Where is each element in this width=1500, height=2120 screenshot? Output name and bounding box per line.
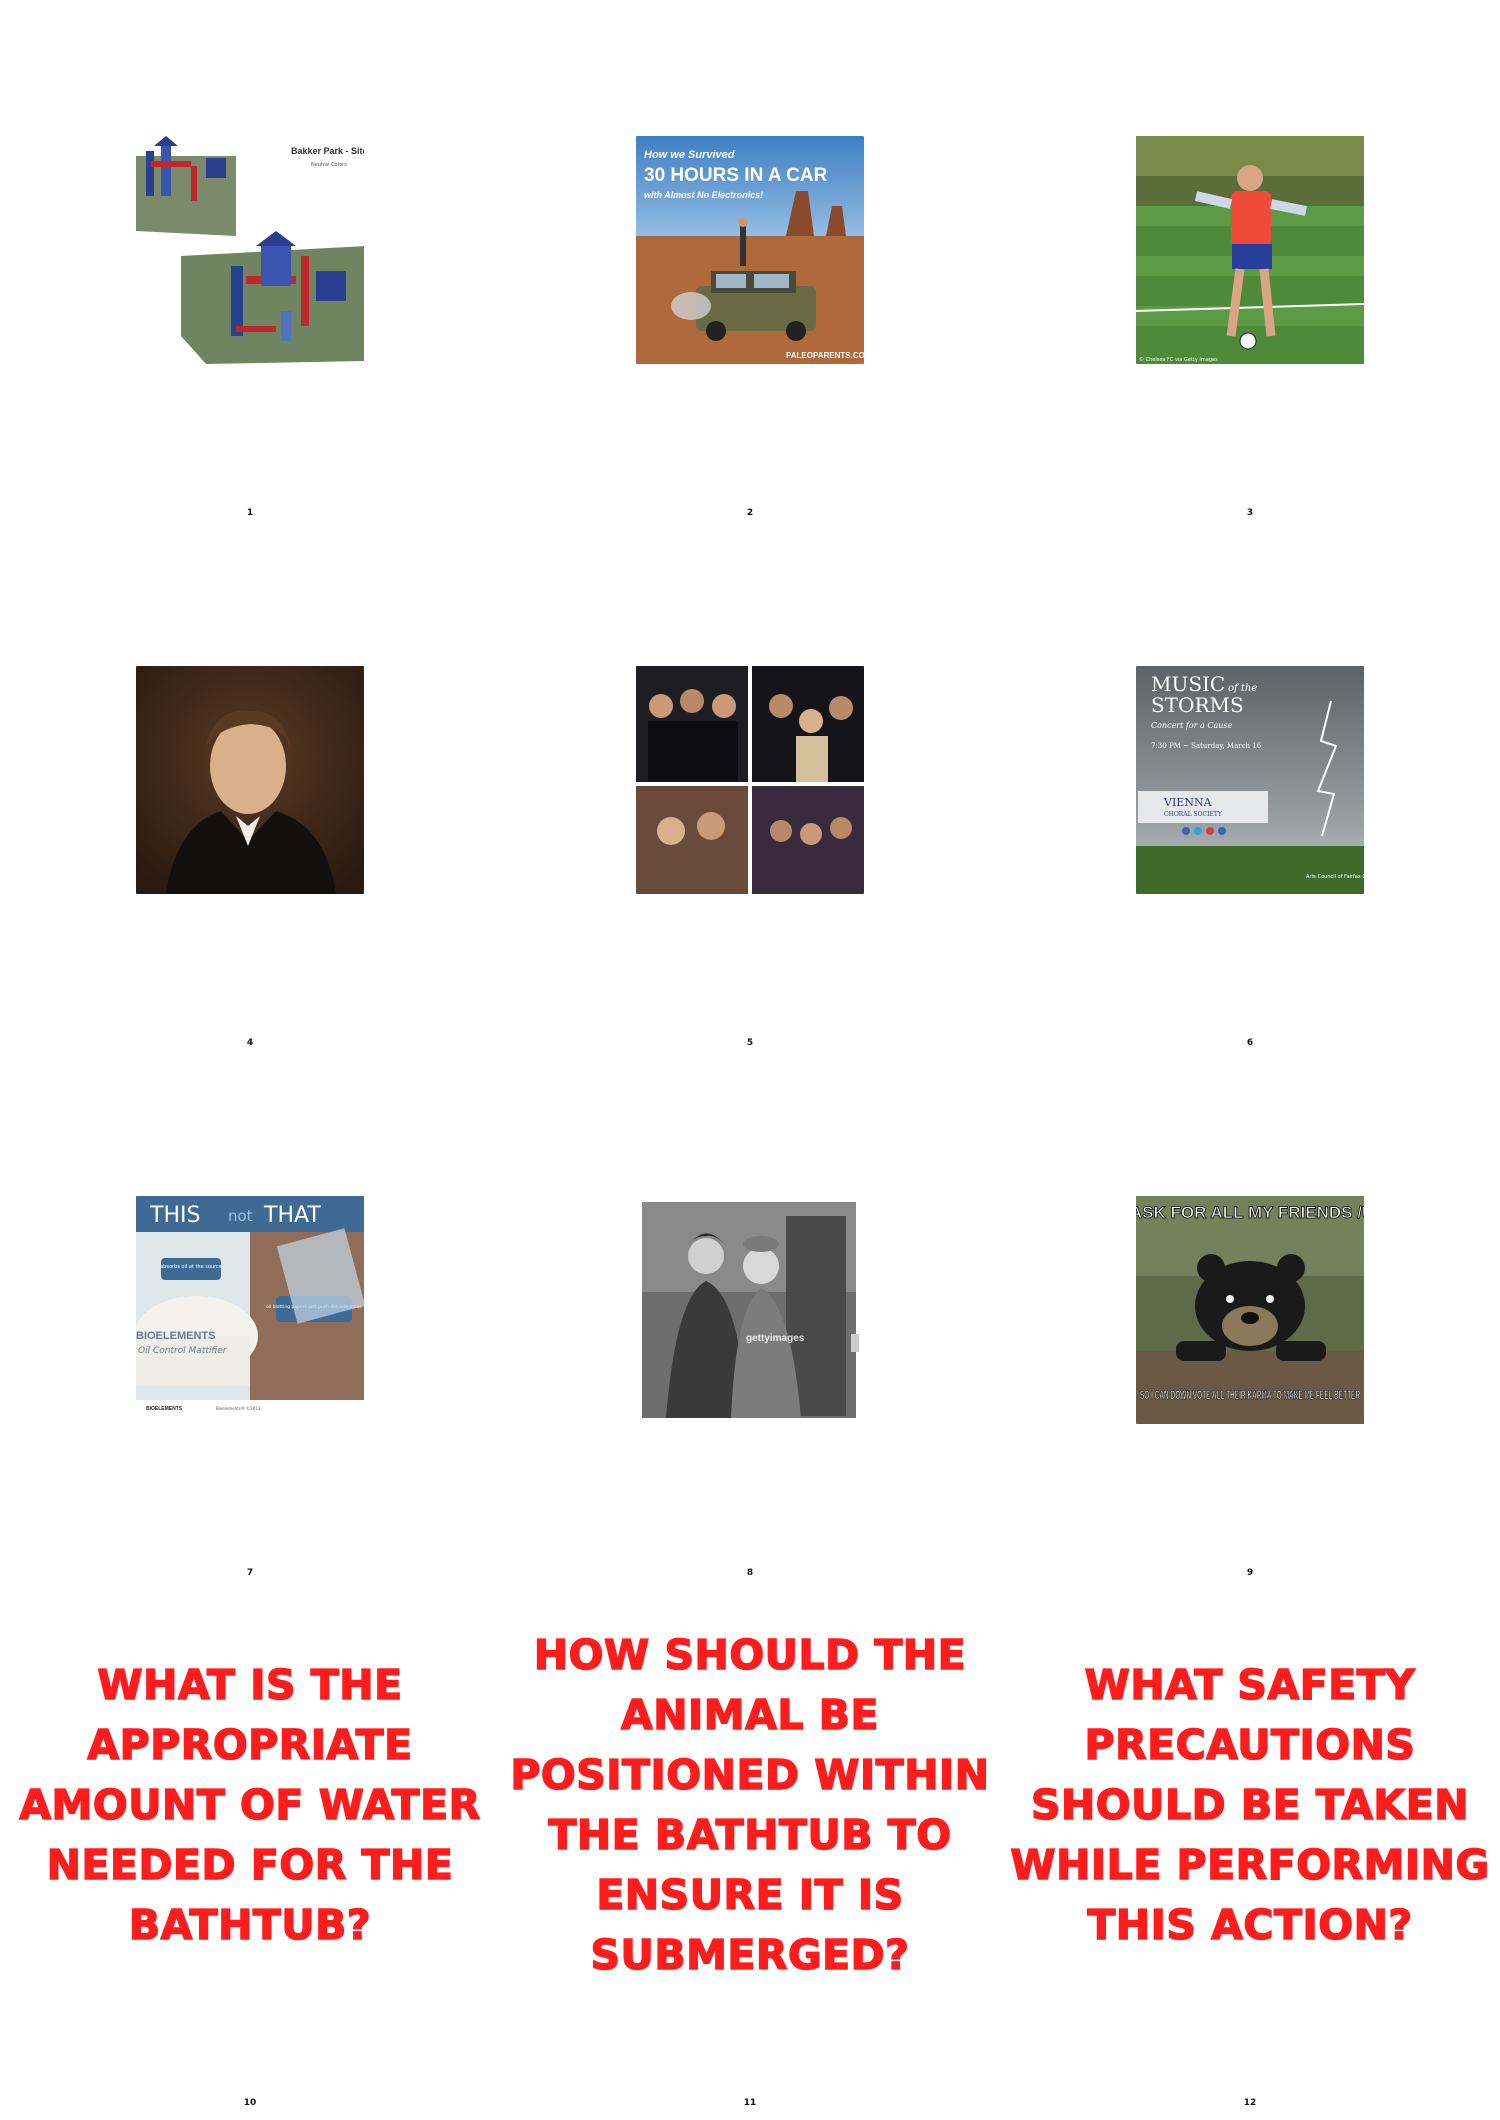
- meme-top-text: I ASK FOR ALL MY FRIENDS /U/: [1136, 1203, 1364, 1222]
- poster-subtitle: Concert for a Cause: [1151, 721, 1232, 730]
- portrait-painting-image: [136, 666, 364, 894]
- portrait-drawing: [136, 666, 364, 894]
- grid-cell-8: gettyimages 8: [500, 1060, 1000, 1590]
- grid-cell-10: What is the appropriate amount of water …: [0, 1590, 500, 2120]
- car-title-line2: 30 HOURS IN A CAR: [644, 165, 828, 186]
- cell-number: 8: [746, 1568, 754, 1578]
- poster-title-storms: STORMS: [1151, 693, 1244, 717]
- question-text-animal-position: How should the animal be positioned with…: [510, 1630, 990, 1980]
- playground-subcaption: Neutral Colors: [311, 162, 347, 168]
- football-drawing: © Chelsea FC via Getty Images: [1136, 136, 1364, 364]
- ad-brand-jar: BIOELEMENTS: [136, 1330, 215, 1342]
- playground-caption: Bakker Park - Site A: [291, 146, 364, 156]
- car-title-line1: How we Survived: [644, 149, 735, 161]
- question-text-safety-precautions: What safety precautions should be taken …: [1010, 1660, 1490, 1950]
- collage-drawing: [636, 666, 864, 894]
- grid-cell-4: 4: [0, 530, 500, 1060]
- skincare-ad-drawing: THIS not THAT BIOELEMENTS Oil Control Ma…: [136, 1196, 364, 1424]
- car-trip-image: How we Survived 30 HOURS IN A CAR with A…: [636, 136, 864, 364]
- vintage-photo-image: gettyimages: [636, 1196, 864, 1424]
- meme-drawing: I ASK FOR ALL MY FRIENDS /U/ SO I CAN DO…: [1136, 1196, 1364, 1424]
- cell-number: 9: [1246, 1568, 1254, 1578]
- grid-cell-9: I ASK FOR ALL MY FRIENDS /U/ SO I CAN DO…: [1000, 1060, 1500, 1590]
- grid-cell-6: MUSIC of the STORMS Concert for a Cause …: [1000, 530, 1500, 1060]
- grid-cell-1: Bakker Park - Site A Neutral Colors 1: [0, 0, 500, 530]
- ad-header-that: THAT: [263, 1203, 321, 1228]
- cell-number: 5: [746, 1038, 754, 1048]
- skincare-ad-image: THIS not THAT BIOELEMENTS Oil Control Ma…: [136, 1196, 364, 1424]
- cell-number: 3: [1246, 508, 1254, 518]
- poster-org2: CHORAL SOCIETY: [1164, 811, 1223, 818]
- vintage-photo-drawing: gettyimages: [636, 1196, 864, 1424]
- poster-title-music: MUSIC: [1151, 672, 1225, 696]
- cell-number: 12: [1243, 2098, 1257, 2108]
- poster-date: 7:30 PM ~ Saturday, March 16: [1151, 742, 1262, 750]
- ad-product-name: Oil Control Mattifier: [138, 1346, 228, 1356]
- ad-header-not: not: [228, 1207, 253, 1225]
- cell-number: 1: [246, 508, 254, 518]
- cell-number: 4: [246, 1038, 254, 1048]
- ad-footer-text: Bioelements® ©2013: [216, 1406, 261, 1411]
- grid-cell-11: How should the animal be positioned with…: [500, 1590, 1000, 2120]
- cell-number: 10: [243, 2098, 257, 2108]
- playground-drawing: Bakker Park - Site A Neutral Colors: [136, 136, 364, 364]
- car-trip-drawing: How we Survived 30 HOURS IN A CAR with A…: [636, 136, 864, 364]
- concert-poster-drawing: MUSIC of the STORMS Concert for a Cause …: [1136, 666, 1364, 894]
- football-player-image: © Chelsea FC via Getty Images: [1136, 136, 1364, 364]
- car-title-line3: with Almost No Electronics!: [644, 190, 763, 200]
- grid-cell-7: THIS not THAT BIOELEMENTS Oil Control Ma…: [0, 1060, 500, 1590]
- grid-cell-12: What safety precautions should be taken …: [1000, 1590, 1500, 2120]
- ad-header-this: THIS: [149, 1203, 200, 1228]
- poster-org: VIENNA: [1163, 796, 1213, 809]
- ad-bubble-1: absorbs oil at the source: [160, 1264, 222, 1270]
- confession-bear-meme-image: I ASK FOR ALL MY FRIENDS /U/ SO I CAN DO…: [1136, 1196, 1364, 1424]
- meme-bottom-text: SO I CAN DOWN VOTE ALL THEIR KARMA TO MA…: [1140, 1388, 1360, 1402]
- celebrity-collage-image: [636, 666, 864, 894]
- car-site-credit: PALEOPARENTS.COM: [786, 351, 864, 360]
- cell-number: 6: [1246, 1038, 1254, 1048]
- cell-number: 11: [743, 2098, 757, 2108]
- ad-footer-brand: BIOELEMENTS: [146, 1406, 183, 1412]
- getty-watermark: gettyimages: [746, 1333, 805, 1344]
- cell-number: 7: [246, 1568, 254, 1578]
- poster-title-of: of the: [1228, 683, 1257, 694]
- grid-cell-2: How we Survived 30 HOURS IN A CAR with A…: [500, 0, 1000, 530]
- grid-cell-5: 5: [500, 530, 1000, 1060]
- playground-image: Bakker Park - Site A Neutral Colors: [136, 136, 364, 364]
- football-photo-credit: © Chelsea FC via Getty Images: [1139, 356, 1218, 363]
- cell-number: 2: [746, 508, 754, 518]
- meme-top-text-content: I ASK FOR ALL MY FRIENDS /U/: [1136, 1203, 1364, 1222]
- grid-cell-3: © Chelsea FC via Getty Images 3: [1000, 0, 1500, 530]
- poster-arts-council: Arts Council of Fairfax County: [1306, 874, 1364, 880]
- question-text-water-amount: What is the appropriate amount of water …: [19, 1660, 481, 1950]
- concert-poster-image: MUSIC of the STORMS Concert for a Cause …: [1136, 666, 1364, 894]
